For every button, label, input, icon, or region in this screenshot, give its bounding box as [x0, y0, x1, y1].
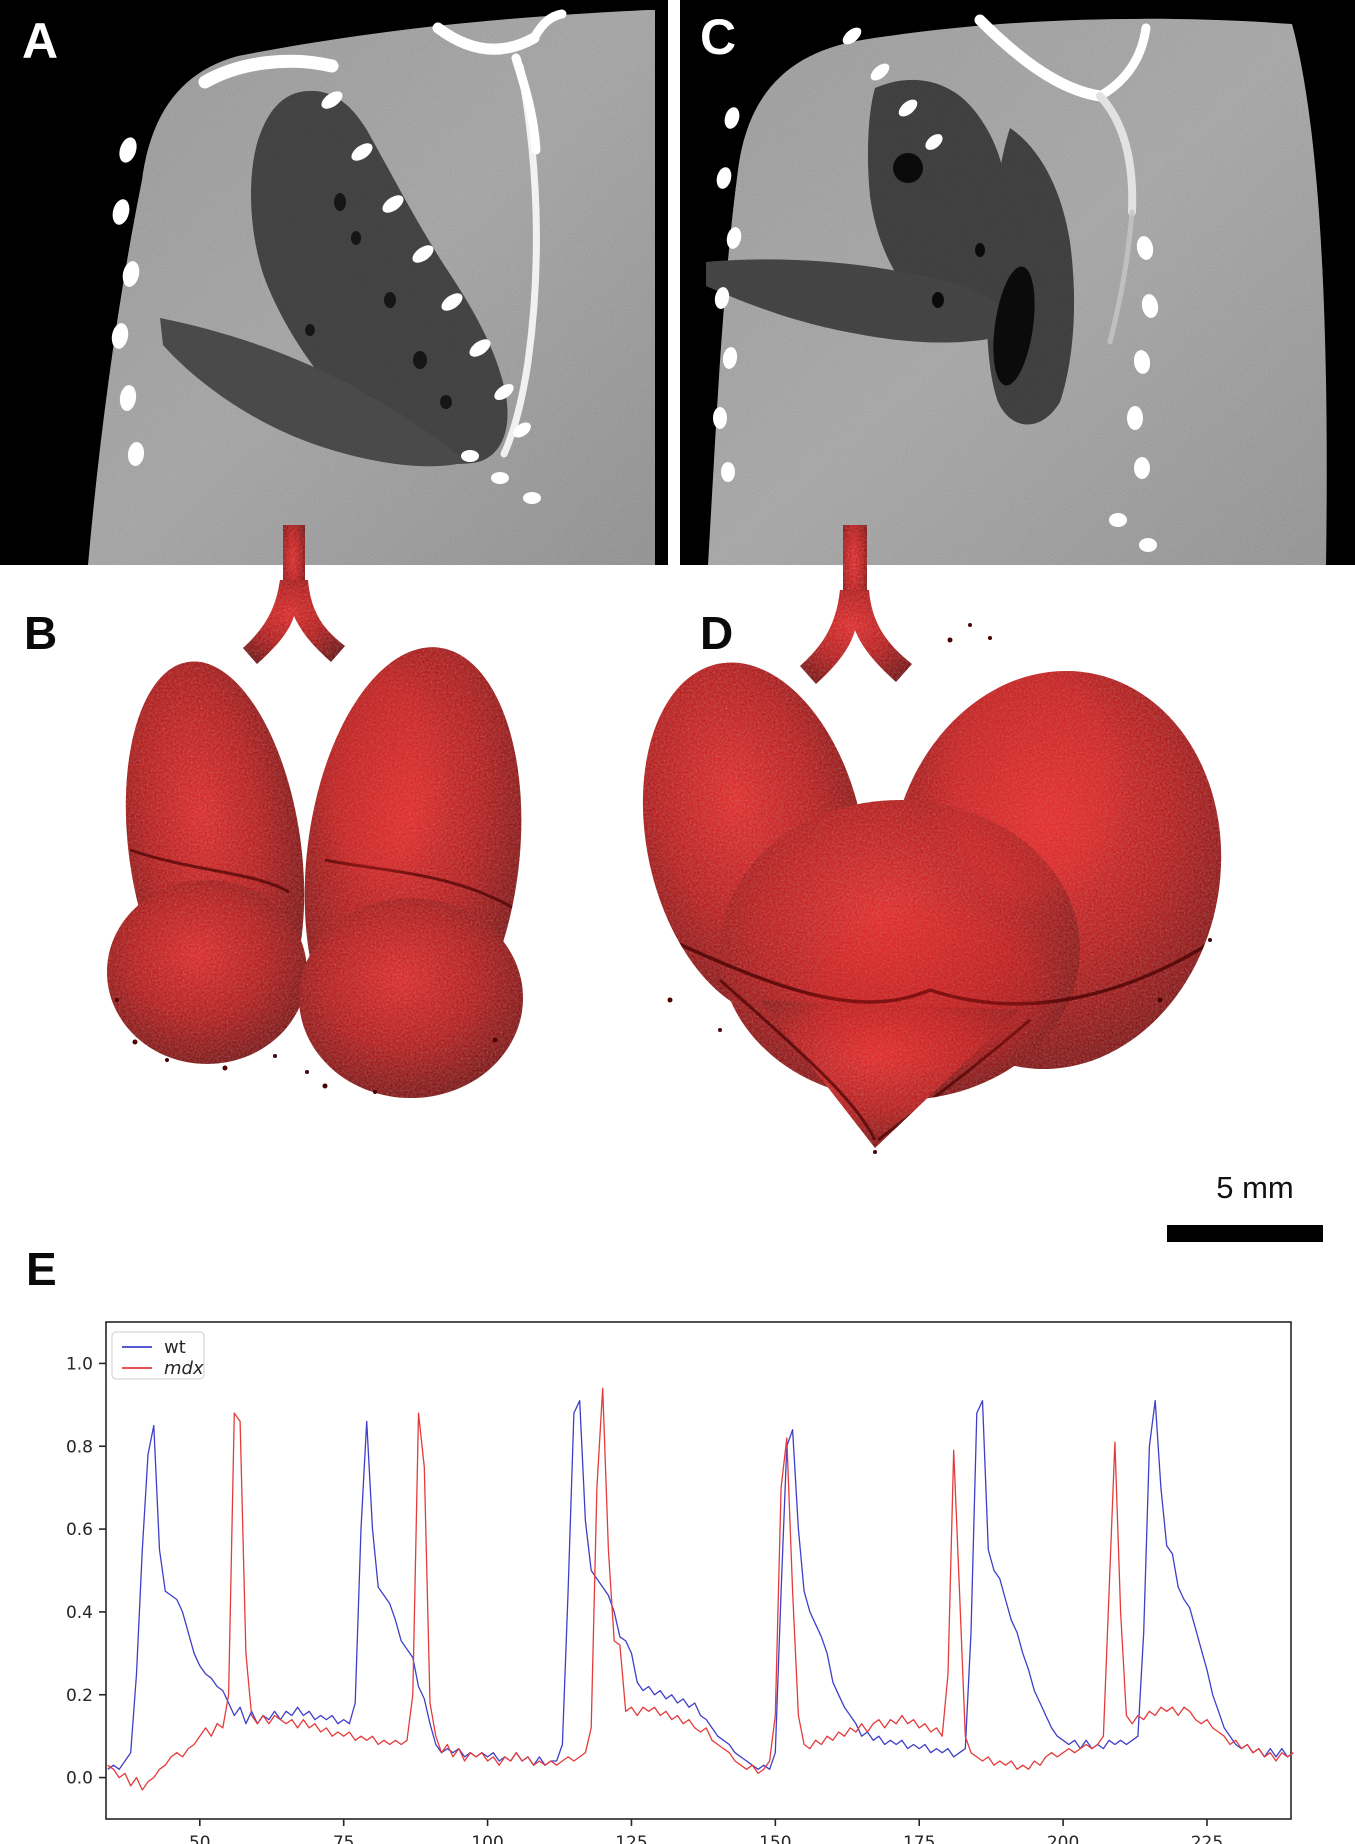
y-tick-label: 0.0: [66, 1769, 93, 1789]
trace-mdx: [107, 1387, 1294, 1791]
panel-e-label: E: [26, 1243, 57, 1295]
lung-d-speckles: [667, 623, 1212, 1154]
x-tick-label: 100: [471, 1833, 503, 1844]
x-tick-label: 125: [615, 1833, 647, 1844]
legend-label-mdx: mdx: [164, 1358, 204, 1379]
ct-a-drawing: [0, 0, 668, 565]
breathing-trace-chart: 50 75 100 125 150 175 200 225 0.0 0.2 0.4 0.6 0.8 1.0…: [66, 1321, 1294, 1844]
x-tick-label: 75: [333, 1833, 355, 1844]
panel-b-label: B: [24, 607, 58, 659]
panel-d-lung-render: [611, 525, 1253, 1154]
panel-a-ct-image: [0, 0, 668, 565]
y-tick-label: 0.6: [66, 1520, 93, 1540]
y-tick-label: 0.2: [66, 1686, 93, 1706]
legend-label-wt: wt: [164, 1337, 186, 1358]
x-tick-label: 200: [1047, 1833, 1079, 1844]
panel-c-ct-image: [680, 0, 1355, 566]
scale-bar-text: 5 mm: [1216, 1170, 1294, 1205]
panel-c-label: C: [700, 9, 737, 65]
lung-b-speckles: [115, 998, 498, 1094]
ct-c-drawing: [680, 0, 1355, 566]
plot-frame: [105, 1321, 1292, 1820]
panel-d-label: D: [700, 607, 734, 659]
x-tick-label: 150: [759, 1833, 791, 1844]
y-tick-label: 1.0: [66, 1354, 93, 1374]
panel-a-label: A: [22, 13, 59, 69]
panel-b-lung-render: [103, 525, 545, 1098]
y-tick-label: 0.4: [66, 1603, 93, 1623]
scale-bar: [1167, 1225, 1323, 1242]
x-tick-label: 225: [1191, 1833, 1223, 1844]
x-tick-label: 175: [903, 1833, 935, 1844]
x-tick-label: 50: [189, 1833, 211, 1844]
y-tick-label: 0.8: [66, 1437, 93, 1457]
